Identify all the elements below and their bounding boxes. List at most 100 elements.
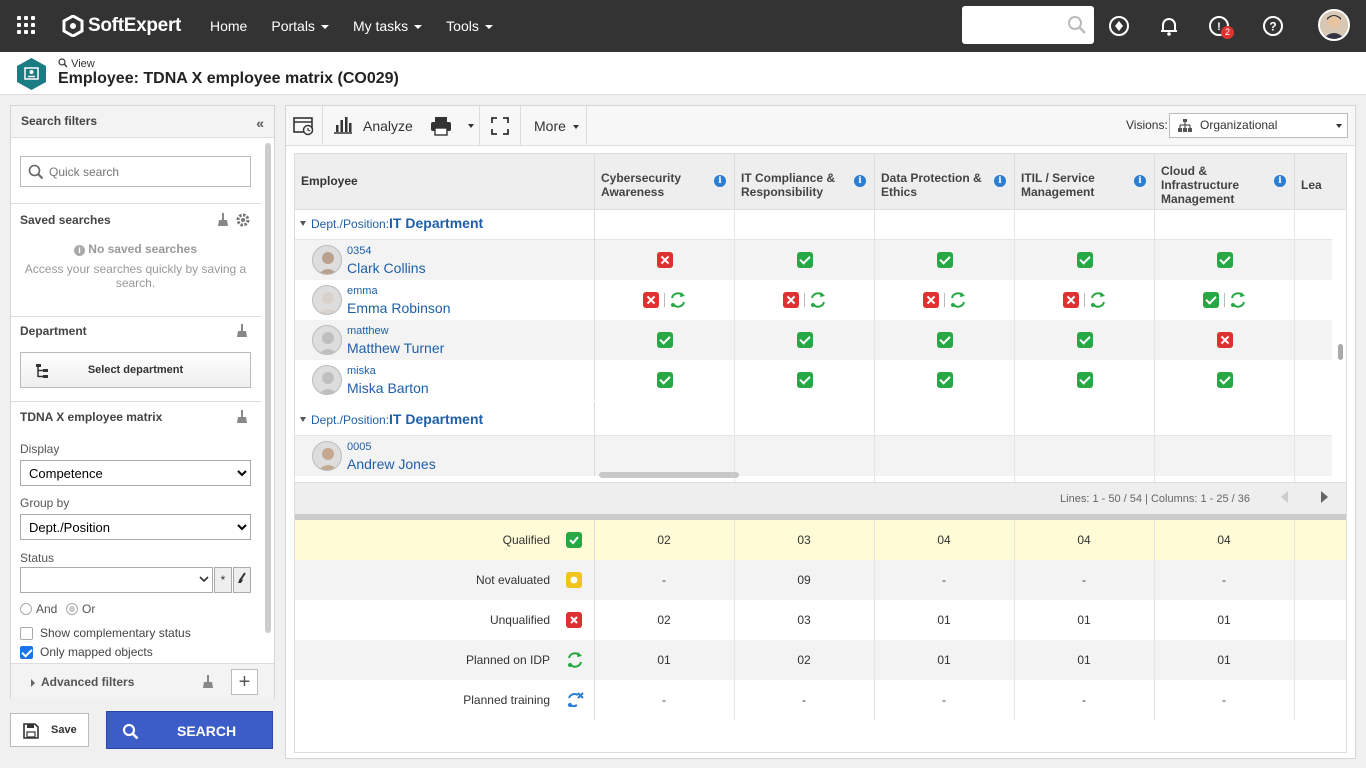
advanced-filters-bar[interactable]: Advanced filters + [11, 663, 274, 699]
gear-icon[interactable] [235, 212, 251, 228]
qualified-icon[interactable] [797, 252, 813, 268]
print-dropdown-icon[interactable] [468, 124, 474, 128]
help-icon[interactable]: ? [1261, 14, 1285, 38]
only-mapped-checkbox[interactable] [20, 646, 33, 659]
panel-splitter[interactable] [295, 514, 1346, 520]
analyze-chart-icon[interactable] [333, 116, 353, 134]
employee-name[interactable]: Emma Robinson [347, 300, 451, 316]
display-select[interactable]: Competence [20, 460, 251, 486]
qualified-icon[interactable] [1077, 332, 1093, 348]
print-icon[interactable] [430, 116, 452, 136]
unqualified-icon[interactable] [643, 292, 659, 308]
matrix-cell[interactable] [1014, 292, 1154, 308]
matrix-cell[interactable] [1154, 252, 1294, 268]
status-all-button[interactable]: * [214, 567, 232, 593]
matrix-cell[interactable] [734, 332, 874, 348]
employee-id[interactable]: matthew [347, 325, 389, 337]
view-history-icon[interactable] [293, 116, 315, 136]
summary-value[interactable]: - [1222, 693, 1226, 707]
fullscreen-icon[interactable] [491, 117, 509, 135]
user-avatar[interactable] [1318, 9, 1350, 41]
summary-value[interactable]: - [1082, 573, 1086, 587]
groupby-select[interactable]: Dept./Position [20, 514, 251, 540]
employee-column-header[interactable]: Employee [301, 174, 358, 188]
summary-value[interactable]: 03 [797, 533, 811, 547]
planned-idp-icon[interactable] [669, 292, 687, 308]
employee-id[interactable]: emma [347, 285, 378, 297]
apps-grid-icon[interactable] [17, 16, 35, 34]
planned-idp-icon[interactable] [1089, 292, 1107, 308]
vertical-scrollbar[interactable] [1338, 344, 1343, 360]
info-icon[interactable]: i [854, 175, 866, 187]
summary-value[interactable]: 04 [1077, 533, 1091, 547]
clear-broom-icon[interactable] [235, 324, 249, 338]
horizontal-scrollbar[interactable] [599, 472, 739, 478]
status-dropdown-icon[interactable] [195, 567, 213, 593]
employee-id[interactable]: 0354 [347, 245, 372, 257]
info-icon[interactable]: i [994, 175, 1006, 187]
qualified-icon[interactable] [797, 332, 813, 348]
global-search-input[interactable] [962, 6, 1094, 44]
save-button[interactable]: Save [10, 713, 89, 747]
matrix-cell[interactable] [874, 332, 1014, 348]
matrix-cell[interactable] [734, 292, 874, 308]
and-radio[interactable] [20, 603, 32, 615]
quick-search-input[interactable] [20, 156, 251, 187]
group-row[interactable]: Dept./Position:IT Department [295, 402, 1332, 436]
employee-row[interactable]: emma Emma Robinson [295, 280, 1332, 320]
info-icon[interactable]: i [714, 175, 726, 187]
group-row[interactable]: Dept./Position:IT Department [295, 210, 1332, 240]
matrix-cell[interactable] [734, 372, 874, 388]
summary-value[interactable]: - [1082, 693, 1086, 707]
qualified-icon[interactable] [657, 372, 673, 388]
summary-value[interactable]: - [942, 573, 946, 587]
competence-column-header[interactable]: Data Protection & Ethics i [874, 154, 1014, 210]
collapse-group-icon[interactable] [300, 417, 306, 422]
summary-value[interactable]: 03 [797, 613, 811, 627]
summary-value[interactable]: 02 [797, 653, 811, 667]
search-button[interactable]: SEARCH [106, 711, 273, 749]
nav-home[interactable]: Home [210, 18, 248, 34]
competence-column-header[interactable]: ITIL / Service Management i [1014, 154, 1154, 210]
or-radio[interactable] [66, 603, 78, 615]
summary-value[interactable]: 04 [937, 533, 951, 547]
summary-value[interactable]: 01 [1217, 653, 1231, 667]
employee-name[interactable]: Clark Collins [347, 260, 426, 276]
competence-column-header[interactable]: IT Compliance & Responsibility i [734, 154, 874, 210]
summary-value[interactable]: 01 [937, 653, 951, 667]
info-icon[interactable]: i [1134, 175, 1146, 187]
employee-id[interactable]: miska [347, 365, 376, 377]
nav-tools[interactable]: Tools [434, 0, 505, 52]
collapse-group-icon[interactable] [300, 221, 306, 226]
clear-broom-icon[interactable] [235, 410, 249, 424]
matrix-cell[interactable] [594, 372, 734, 388]
summary-value[interactable]: 01 [1217, 613, 1231, 627]
qualified-icon[interactable] [1077, 252, 1093, 268]
summary-value[interactable]: 09 [797, 573, 811, 587]
unqualified-icon[interactable] [1217, 332, 1233, 348]
planned-idp-icon[interactable] [949, 292, 967, 308]
competence-column-header[interactable]: Cloud & Infrastructure Management i [1154, 154, 1294, 210]
matrix-cell[interactable] [874, 252, 1014, 268]
employee-name[interactable]: Matthew Turner [347, 340, 445, 356]
compass-icon[interactable] [1107, 14, 1131, 38]
qualified-icon[interactable] [657, 332, 673, 348]
qualified-icon[interactable] [1217, 252, 1233, 268]
summary-value[interactable]: - [662, 693, 666, 707]
unqualified-icon[interactable] [783, 292, 799, 308]
summary-value[interactable]: 01 [1077, 653, 1091, 667]
matrix-cell[interactable] [1154, 372, 1294, 388]
qualified-icon[interactable] [797, 372, 813, 388]
matrix-cell[interactable] [874, 372, 1014, 388]
planned-idp-icon[interactable] [809, 292, 827, 308]
qualified-icon[interactable] [1203, 292, 1219, 308]
employee-row[interactable]: 0354 Clark Collins [295, 240, 1332, 280]
more-button[interactable]: More [534, 118, 579, 134]
competence-column-header[interactable]: Lea [1294, 154, 1346, 210]
bell-icon[interactable] [1157, 14, 1181, 38]
summary-value[interactable]: - [802, 693, 806, 707]
analyze-button[interactable]: Analyze [363, 118, 413, 134]
competence-column-header[interactable]: Cybersecurity Awareness i [594, 154, 734, 210]
qualified-icon[interactable] [937, 332, 953, 348]
select-department-button[interactable]: Select department [20, 352, 251, 388]
